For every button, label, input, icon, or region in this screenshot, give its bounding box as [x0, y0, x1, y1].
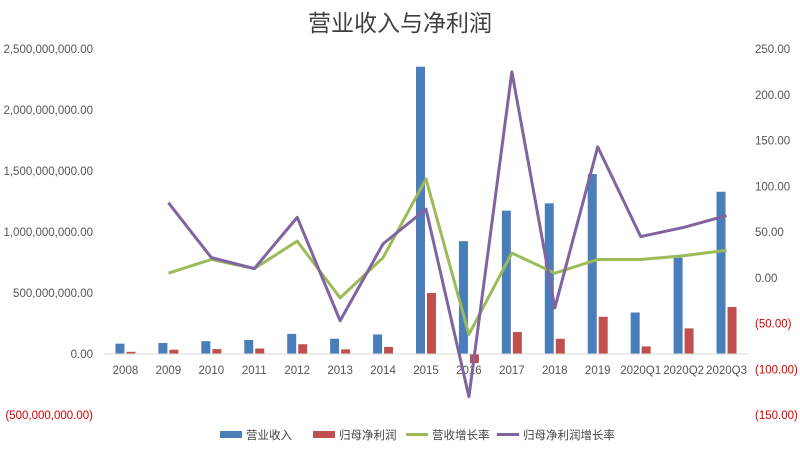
- bar-revenue: [716, 191, 726, 354]
- bar-revenue: [158, 343, 168, 354]
- bar-net-profit: [169, 349, 179, 354]
- left-axis-tick-label: 2,000,000,000.00: [3, 105, 93, 117]
- x-axis-tick-label: 2015: [413, 365, 439, 377]
- x-axis-tick-label: 2018: [542, 365, 568, 377]
- bar-net-profit: [598, 316, 608, 354]
- bar-revenue: [458, 241, 468, 354]
- x-axis-tick-label: 2019: [585, 365, 611, 377]
- legend-label: 营业收入: [246, 428, 292, 442]
- legend-label: 营收增长率: [432, 428, 490, 442]
- x-axis-tick-label: 2010: [199, 365, 225, 377]
- right-axis-tick-label: 50.00: [755, 227, 784, 239]
- bar-revenue: [244, 339, 254, 354]
- line-net-profit-growth: [167, 70, 727, 399]
- bar-revenue: [115, 343, 125, 354]
- bar-net-profit: [555, 338, 565, 354]
- x-axis-tick-label: 2009: [156, 365, 182, 377]
- bar-net-profit: [384, 346, 394, 354]
- bar-net-profit: [298, 344, 308, 354]
- bar-revenue: [501, 210, 511, 354]
- bar-revenue: [416, 66, 425, 354]
- legend-swatch: [313, 431, 335, 438]
- x-axis-tick-label: 2020Q2: [663, 365, 704, 377]
- bar-net-profit: [212, 349, 222, 354]
- right-axis-tick-label: 250.00: [755, 44, 790, 56]
- bar-net-profit: [512, 332, 522, 354]
- right-axis-tick-label: 100.00: [755, 181, 790, 193]
- x-axis-tick-label: 2020Q3: [706, 365, 747, 377]
- x-axis-tick-label: 2017: [499, 365, 525, 377]
- chart-title: 营业收入与净利润: [308, 11, 492, 37]
- bar-net-profit: [727, 307, 737, 354]
- right-axis-tick-label: (150.00): [755, 410, 798, 422]
- bar-net-profit: [427, 293, 436, 354]
- bar-revenue: [630, 312, 640, 354]
- bar-net-profit: [341, 349, 351, 354]
- bar-revenue: [373, 334, 383, 354]
- bar-revenue: [287, 333, 297, 354]
- legend-label: 归母净利润增长率: [523, 428, 615, 442]
- x-axis-tick-label: 2020Q1: [620, 365, 661, 377]
- x-axis-tick-label: 2013: [327, 365, 353, 377]
- left-axis-tick-label: 2,500,000,000.00: [3, 44, 93, 56]
- bar-net-profit: [126, 351, 136, 354]
- bar-revenue: [330, 338, 340, 354]
- x-axis-tick-label: 2011: [242, 365, 267, 377]
- right-axis-tick-label: 0.00: [755, 273, 777, 285]
- bar-net-profit: [255, 348, 265, 354]
- left-axis-tick-label: 1,500,000,000.00: [3, 166, 93, 178]
- x-axis-tick-label: 2016: [456, 365, 482, 377]
- legend-swatch: [220, 431, 242, 438]
- x-axis-tick-label: 2012: [284, 365, 310, 377]
- left-axis-tick-label: (500,000,000.00): [5, 410, 93, 422]
- right-axis-tick-label: 150.00: [755, 136, 790, 148]
- bar-revenue: [587, 174, 597, 354]
- right-axis-tick-label: (100.00): [755, 364, 798, 376]
- x-axis-tick-label: 2008: [113, 365, 139, 377]
- left-axis-tick-label: 0.00: [71, 349, 93, 361]
- bar-revenue: [201, 341, 211, 354]
- right-axis-tick-label: (50.00): [755, 319, 792, 331]
- bar-net-profit: [684, 328, 694, 354]
- bar-revenue: [673, 257, 683, 354]
- x-axis-tick-label: 2014: [370, 365, 396, 377]
- left-axis-tick-label: 1,000,000,000.00: [3, 227, 93, 239]
- left-axis-tick-label: 500,000,000.00: [13, 288, 93, 300]
- legend-label: 归母净利润: [339, 428, 397, 442]
- line-revenue-growth: [167, 177, 727, 336]
- right-axis-tick-label: 200.00: [755, 90, 790, 102]
- bar-net-profit: [641, 346, 651, 354]
